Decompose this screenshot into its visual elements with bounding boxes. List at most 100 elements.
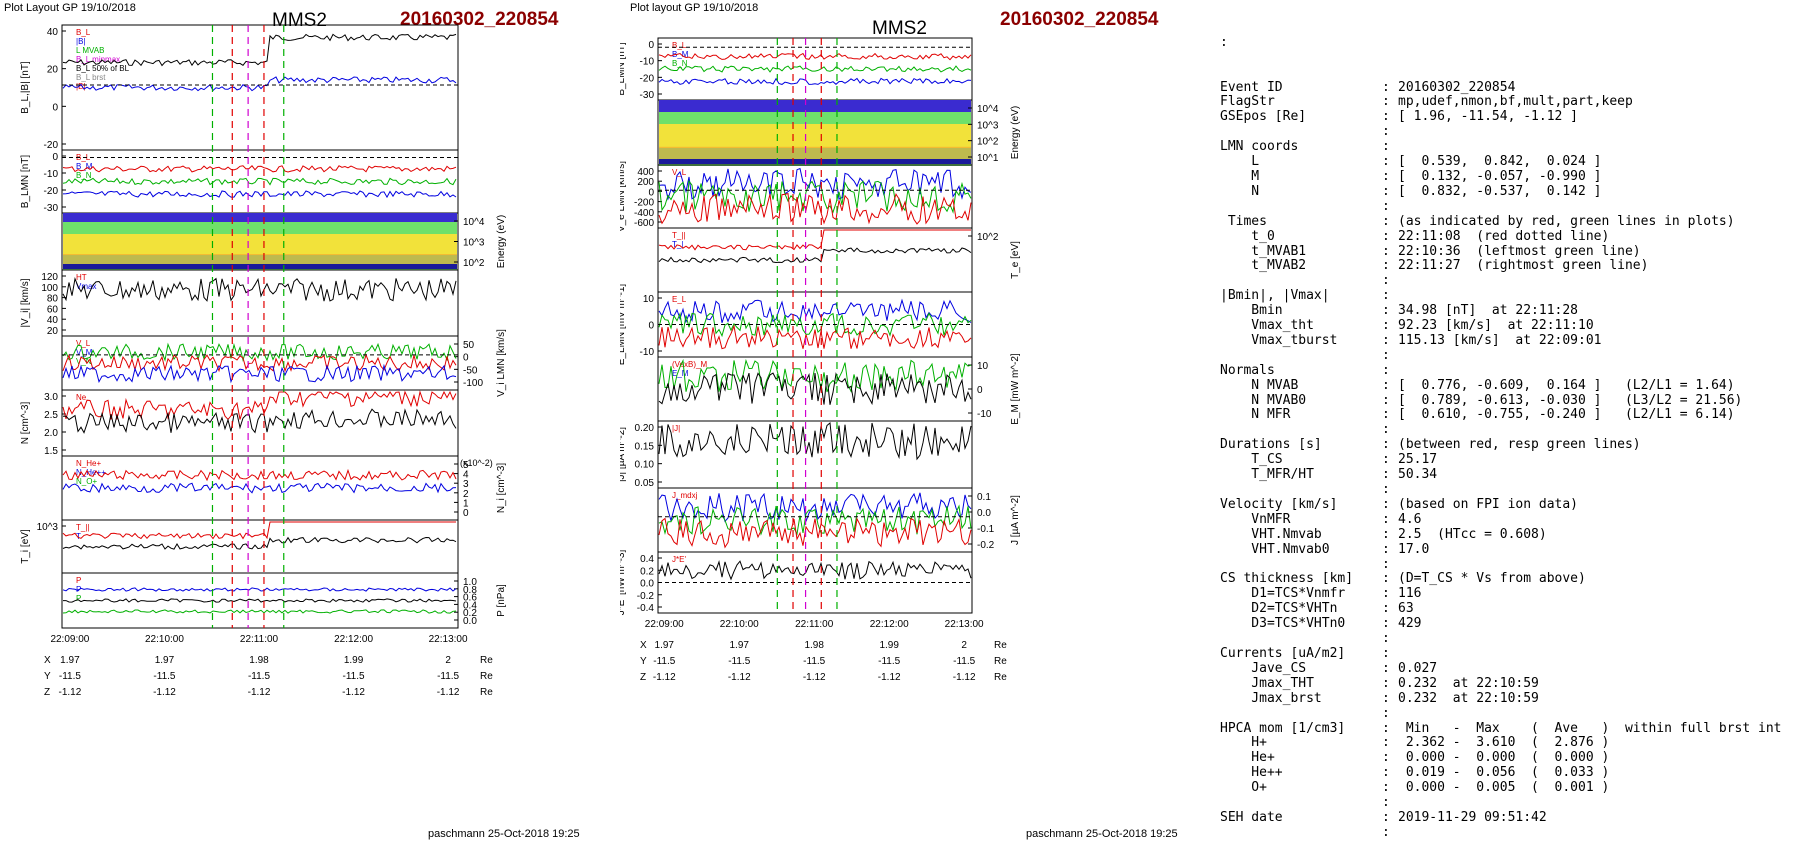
spectrogram-band <box>63 234 457 237</box>
coord-value: -1.12 <box>437 687 460 698</box>
time-tick-label: 22:09:00 <box>645 619 684 630</box>
spectrogram-band <box>659 145 971 148</box>
data-trace <box>62 536 457 550</box>
info-value: [ 0.539, 0.842, 0.024 ] <box>1398 154 1602 170</box>
info-value: [ 0.610, -0.755, -0.240 ] (L2/L1 = 6.14) <box>1398 407 1735 423</box>
data-trace <box>62 190 457 199</box>
legend-label: E_L <box>672 295 687 304</box>
y-tick-label: 80 <box>47 294 59 305</box>
info-row: Bmin:34.98 [nT] at 22:11:28 <box>1220 303 1782 319</box>
legend-label: E_M <box>672 369 689 378</box>
y-tick-label-right: 10^2 <box>977 137 999 148</box>
coord-label: Y <box>44 671 51 682</box>
info-key: LMN coords <box>1220 140 1299 155</box>
spectrogram-band <box>659 109 971 112</box>
info-row: Jave_CS:0.027 <box>1220 661 1782 677</box>
info-row: : <box>1220 422 1782 438</box>
coord-value: -11.5 <box>248 671 270 682</box>
y-axis-label: N [cm^-3] <box>20 402 31 445</box>
info-key: Jave_CS <box>1220 661 1307 676</box>
info-row: GSEpos [Re]: [ 1.96, -11.54, -1.12 ] <box>1220 109 1782 125</box>
time-tick-label: 22:09:00 <box>50 634 89 645</box>
info-colon: : <box>1382 616 1390 632</box>
y-tick-label: -10 <box>640 57 655 68</box>
info-key: N MVAB <box>1220 378 1299 393</box>
data-trace <box>658 167 972 201</box>
data-trace <box>658 324 972 350</box>
legend-label: |J| <box>672 424 680 433</box>
panel-frame <box>61 269 459 337</box>
info-key: D1=TCS*Vnmfr <box>1220 587 1346 602</box>
info-colon: : <box>1382 795 1390 811</box>
coord-value: -1.12 <box>153 687 176 698</box>
data-trace <box>62 482 457 494</box>
y-tick-label-right: 10^2 <box>463 258 485 269</box>
y-tick-label-right: 1 <box>463 498 469 509</box>
info-key: SEH date <box>1220 810 1283 825</box>
info-colon: : <box>1382 511 1390 527</box>
legend-label: B_L <box>672 41 687 50</box>
info-colon: : <box>1382 332 1390 348</box>
mid-footer: paschmann 25-Oct-2018 19:25 <box>1026 828 1178 840</box>
legend-label: P <box>76 594 81 603</box>
spectrogram-band <box>63 254 457 266</box>
y-tick-label: 0.10 <box>635 460 655 471</box>
info-colon: : <box>1382 780 1390 796</box>
info-value: Min - Max ( Ave ) within full brst int <box>1398 720 1782 736</box>
info-key: Durations [s] <box>1220 438 1322 453</box>
info-row: L: [ 0.539, 0.842, 0.024 ] <box>1220 154 1782 170</box>
info-row: Vmax_tburst:115.13 [km/s] at 22:09:01 <box>1220 332 1782 349</box>
y-axis-label: V_e LMN [km/s] <box>620 161 627 232</box>
coord-value: -11.5 <box>153 671 175 682</box>
data-trace <box>63 598 457 603</box>
coord-label: Z <box>640 672 646 683</box>
y-tick-label: 60 <box>47 304 59 315</box>
info-key <box>1220 483 1382 498</box>
spectrogram-band <box>659 142 971 145</box>
info-key <box>1220 707 1382 722</box>
info-row: H+: 2.362 - 3.610 ( 2.876 ) <box>1220 736 1782 751</box>
info-row: CS thickness [km]: (D=T_CS * Vs from abov… <box>1220 572 1782 587</box>
legend-label: P <box>76 585 81 594</box>
legend-label: P <box>76 576 81 585</box>
spectrogram-band <box>63 252 457 255</box>
info-row: O+: 0.000 - 0.005 ( 0.001 ) <box>1220 780 1782 796</box>
data-trace <box>658 77 972 85</box>
y-tick-label: 0 <box>648 40 654 51</box>
y-tick-label: -0.2 <box>637 591 655 602</box>
info-row: N MVAB: [ 0.776, -0.609, 0.164 ] (L2/L1 =… <box>1220 377 1782 394</box>
legend-label: B_N <box>76 171 92 180</box>
y-axis-label-right: V_i LMN [km/s] <box>496 329 507 397</box>
info-key: Vmax_tburst <box>1220 333 1338 348</box>
data-trace <box>62 76 457 92</box>
info-key: T_MFR/HT <box>1220 468 1314 483</box>
spectrogram-band <box>63 222 457 225</box>
data-trace <box>658 560 972 581</box>
info-key: H+ <box>1220 736 1267 751</box>
data-trace <box>62 390 457 421</box>
y-axis-label-right: N_i [cm^-3] <box>496 463 507 513</box>
info-key: Times <box>1220 214 1267 229</box>
info-colon: : <box>1382 198 1390 214</box>
info-key: GSEpos [Re] <box>1220 110 1307 125</box>
info-key: t_0 <box>1220 229 1275 244</box>
y-tick-label: 0.4 <box>640 554 654 565</box>
info-colon: : <box>1382 407 1390 423</box>
info-value: [ 0.776, -0.609, 0.164 ] (L2/L1 = 1.64) <box>1398 377 1735 393</box>
coord-value: 1.99 <box>879 640 899 651</box>
spectrogram-band <box>659 100 971 103</box>
legend-label: |B| <box>76 37 86 46</box>
data-trace <box>658 422 972 461</box>
info-row: LMN coords: <box>1220 139 1782 155</box>
legend-label: N_He+ <box>76 459 101 468</box>
info-key: Jmax_THT <box>1220 676 1314 691</box>
legend-label: L MVAB <box>76 46 104 55</box>
coord-value: -11.5 <box>59 671 81 682</box>
info-colon: : <box>1382 422 1390 438</box>
info-key <box>1220 125 1382 140</box>
panel-frame <box>61 572 459 629</box>
time-tick-label: 22:10:00 <box>720 619 759 630</box>
info-row: : <box>1220 631 1782 647</box>
info-key: HPCA mom [1/cm3] <box>1220 721 1346 736</box>
